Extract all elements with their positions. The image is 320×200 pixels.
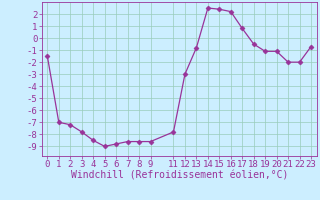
- X-axis label: Windchill (Refroidissement éolien,°C): Windchill (Refroidissement éolien,°C): [70, 171, 288, 181]
